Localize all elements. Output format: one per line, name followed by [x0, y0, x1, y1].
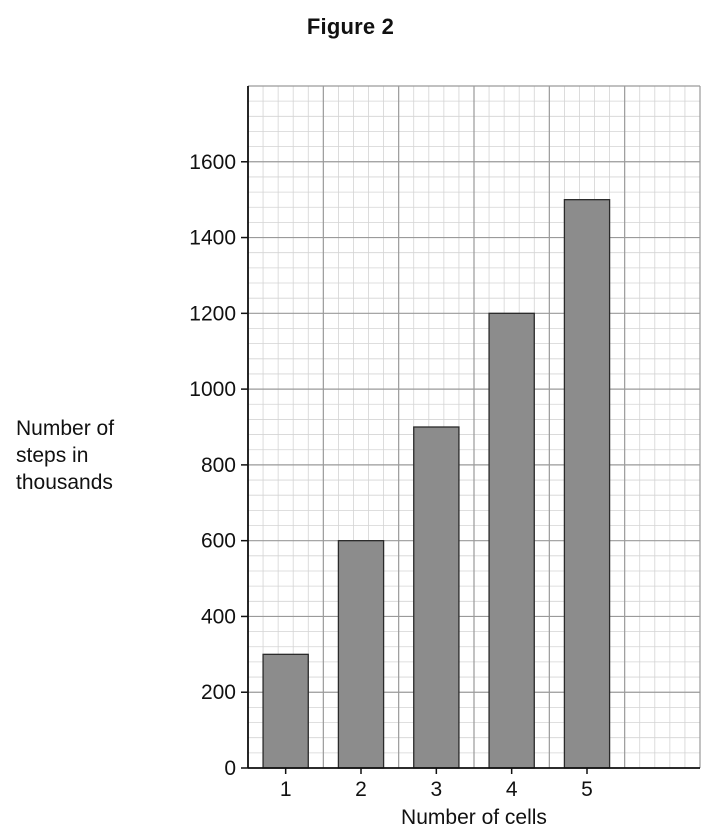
- y-tick-label: 1600: [189, 151, 236, 174]
- y-tick-label: 1000: [189, 378, 236, 401]
- x-axis-label: Number of cells: [401, 806, 547, 829]
- y-tick-label: 600: [201, 530, 236, 553]
- y-tick-label: 0: [224, 757, 236, 780]
- bar-4: [488, 312, 535, 769]
- bar-2: [337, 540, 385, 769]
- y-tick-label: 200: [201, 681, 236, 704]
- figure-title: Figure 2: [306, 14, 395, 39]
- x-tick-label: 3: [430, 778, 442, 801]
- y-axis-label: Number of steps in thousands: [16, 415, 176, 496]
- bar-series: [262, 199, 611, 769]
- x-tick-label: 1: [280, 778, 292, 801]
- axes: [247, 86, 700, 769]
- bar-1: [262, 653, 309, 769]
- y-axis-label-line-2: steps in: [16, 444, 89, 467]
- y-tick-labels: 0 200 400 600 800 1000 1200 1400 1600: [189, 151, 248, 780]
- major-grid: [247, 85, 701, 769]
- y-axis-label-line-1: Number of: [16, 417, 115, 440]
- y-axis-label-line-3: thousands: [16, 471, 113, 494]
- bar-5: [563, 199, 611, 769]
- y-tick-label: 1400: [189, 227, 236, 250]
- x-tick-label: 4: [506, 778, 518, 801]
- bar-3: [413, 426, 460, 769]
- x-tick-label: 2: [355, 778, 367, 801]
- y-tick-label: 1200: [189, 302, 236, 325]
- y-tick-label: 400: [201, 605, 236, 628]
- x-tick-labels: 1 2 3 4 5: [280, 768, 593, 801]
- x-tick-label: 5: [581, 778, 593, 801]
- y-tick-label: 800: [201, 454, 236, 477]
